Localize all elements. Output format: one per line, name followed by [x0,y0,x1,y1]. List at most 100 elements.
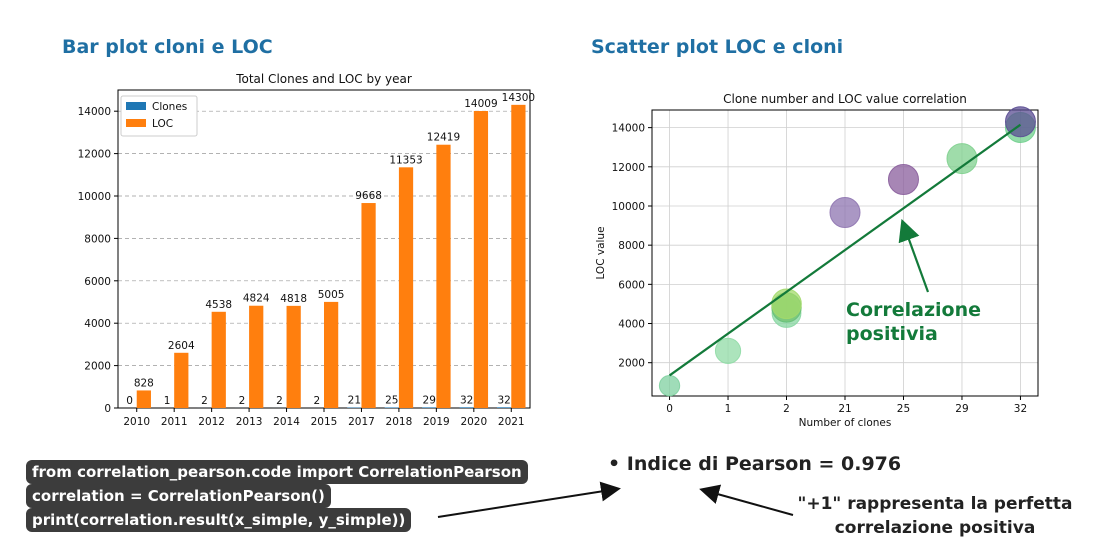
note-line-1: "+1" rappresenta la perfetta [797,494,1073,514]
scatter-ylabel: LOC value [595,226,607,279]
scatter-xtick-label: 0 [666,403,673,415]
bar-xtick-label: 2019 [423,416,450,428]
loc-bar-label: 12419 [427,132,460,144]
note-to-bullet-arrow [699,484,794,516]
clones-bar-label: 1 [164,395,171,407]
loc-bar-label: 14009 [464,98,497,110]
loc-bar [136,390,151,408]
clones-bar [497,407,512,408]
scatter-xlabel: Number of clones [799,417,892,429]
clones-bar-label: 2 [201,395,208,407]
bar-xtick-label: 2017 [348,416,375,428]
bar-ytick-label: 14000 [78,106,111,118]
scatter-point [771,288,802,320]
loc-bar [324,301,339,408]
bar-legend: Clones LOC [120,95,198,137]
bar-chart-title: Total Clones and LOC by year [235,72,412,86]
clones-bar-label: 25 [385,394,398,406]
loc-bar [511,104,526,408]
clones-bar-label: 2 [314,395,321,407]
bar-ytick-label: 2000 [84,361,111,373]
loc-bar-label: 9668 [355,190,382,202]
loc-bar [249,305,264,408]
scatter-point [887,163,919,195]
loc-bar [398,167,414,408]
legend-label-loc: LOC [152,118,173,130]
positive-correlation-callout: Correlazione positivia [846,298,981,346]
pearson-bullet: • Indice di Pearson = 0.976 [608,453,901,475]
scatter-xtick-label: 32 [1014,403,1027,415]
legend-swatch-loc [126,119,146,127]
loc-bar [361,203,376,408]
bar-xtick-label: 2015 [311,416,338,428]
bar-xtick-label: 2013 [236,416,263,428]
loc-bar-label: 4818 [280,293,307,305]
bar-chart: Total Clones and LOC by year 0 2000 4000 600… [78,72,535,428]
scatter-xtick-label: 2 [783,403,790,415]
clones-bar [384,407,399,408]
loc-bar [286,305,301,408]
loc-bar [174,352,189,408]
callout-arrow [898,218,930,293]
scatter-plot-heading: Scatter plot LOC e cloni [591,36,844,58]
scatter-chart: Clone number and LOC value correlation20… [595,92,1039,429]
note-line-2: correlazione positiva [834,518,1036,538]
scatter-point [658,374,681,397]
scatter-chart-title: Clone number and LOC value correlation [723,92,967,106]
bar-xtick-label: 2020 [460,416,487,428]
clones-bar-label: 32 [497,394,510,406]
scatter-plot-frame [651,109,1039,397]
clones-bar [459,407,474,408]
bar-ytick-label: 12000 [78,149,111,161]
scatter-ytick-label: 2000 [618,358,645,370]
callout-line-1: Correlazione [846,299,981,321]
bar-xtick-label: 2012 [198,416,225,428]
bar-ytick-label: 4000 [84,318,111,330]
loc-bar [211,311,226,408]
loc-bar-label: 4824 [243,293,270,305]
bullet-dot-icon: • [608,453,621,475]
loc-bar [436,144,451,408]
legend-swatch-clones [126,102,146,110]
scatter-point [714,337,742,364]
bar-xtick-label: 2014 [273,416,300,428]
scatter-ytick-label: 12000 [612,162,645,174]
scatter-xtick-label: 25 [897,403,910,415]
callout-line-2: positivia [846,323,938,345]
scatter-ytick-label: 6000 [618,279,645,291]
bar-plot-heading: Bar plot cloni e LOC [62,36,273,58]
code-line-3: print(correlation.result(x_simple, y_sim… [26,508,412,532]
scatter-point [829,196,861,228]
loc-bar-label: 2604 [168,340,195,352]
loc-bar-label: 828 [134,377,154,389]
clones-bar-label: 29 [423,394,436,406]
scatter-ytick-label: 10000 [612,201,645,213]
clones-bar-label: 0 [126,395,133,407]
loc-bar-label: 4538 [205,299,232,311]
bar-ytick-label: 0 [104,403,111,415]
bar-ytick-label: 8000 [84,233,111,245]
bar-xtick-label: 2018 [386,416,413,428]
scatter-xtick-label: 21 [838,403,851,415]
code-line-2: correlation = CorrelationPearson() [26,484,331,508]
scatter-ytick-label: 14000 [612,123,645,135]
bar-xtick-label: 2021 [498,416,525,428]
scatter-ytick-label: 8000 [618,240,645,252]
scatter-xtick-label: 1 [725,403,732,415]
scatter-ytick-label: 4000 [618,319,645,331]
plus-one-note: "+1" rappresenta la perfetta correlazion… [790,492,1080,540]
code-to-bullet-arrow [437,481,621,518]
clones-bar [422,407,437,408]
bar-ytick-label: 10000 [78,191,111,203]
loc-bar [473,111,489,408]
scatter-xtick-label: 29 [955,403,968,415]
bar-xtick-label: 2011 [161,416,188,428]
scatter-point [946,143,978,175]
clones-bar-label: 21 [348,395,361,407]
clones-bar-label: 2 [239,395,246,407]
trend-line [668,123,1022,377]
loc-bar-label: 5005 [318,289,345,301]
pearson-index-text: Indice di Pearson = 0.976 [626,453,902,475]
loc-bar-label: 14300 [502,92,535,104]
bar-xtick-label: 2010 [123,416,150,428]
